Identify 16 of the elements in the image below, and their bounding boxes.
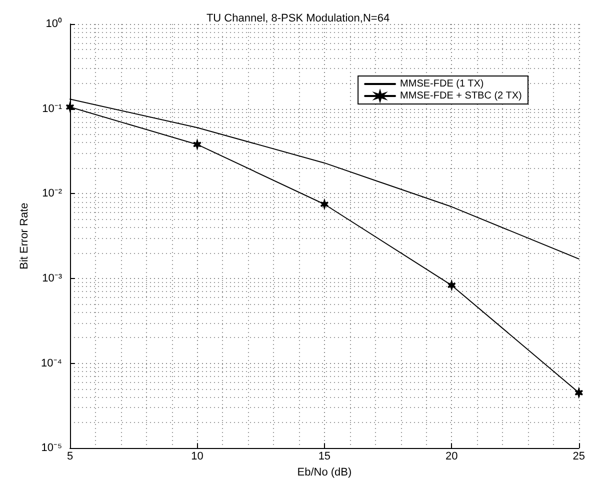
x-tick-label: 15: [318, 450, 331, 463]
x-tick-label: 25: [572, 450, 586, 463]
legend-label: MMSE-FDE + STBC (2 TX): [400, 90, 522, 102]
x-tick-label: 20: [446, 450, 458, 463]
x-tick-label: 10: [191, 450, 204, 463]
y-tick-label: 10⁻¹: [42, 102, 62, 115]
y-tick-label: 10⁻²: [42, 188, 62, 200]
x-axis-title: Eb/No (dB): [297, 466, 352, 478]
y-tick-label: 10⁻⁴: [41, 357, 62, 370]
chart-title: TU Channel, 8-PSK Modulation,N=64: [206, 12, 390, 24]
legend-label: MMSE-FDE (1 TX): [400, 78, 484, 90]
y-tick-label: 10⁻⁵: [41, 442, 62, 454]
y-tick-label: 10⁰: [46, 17, 62, 30]
y-axis-title: Bit Error Rate: [18, 202, 31, 270]
y-tick-label: 10⁻³: [42, 272, 62, 284]
x-tick-label: 5: [66, 450, 74, 463]
